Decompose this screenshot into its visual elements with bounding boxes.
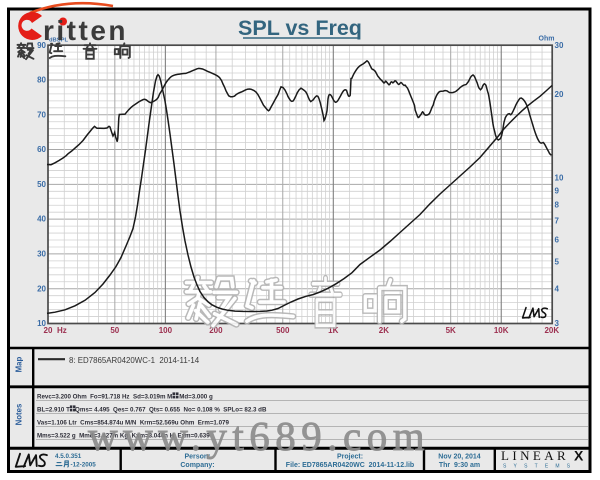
svg-text:1K: 1K — [328, 326, 338, 335]
svg-text:500: 500 — [276, 326, 290, 335]
svg-text:8: 8 — [555, 201, 560, 210]
svg-text:20: 20 — [44, 326, 53, 335]
svg-text:LINEAR: LINEAR — [501, 448, 569, 463]
svg-text:Revc=3.200 Ohm Fo=91.718 Hz: Revc=3.200 Ohm Fo=91.718 Hz Sd=3.019m M … — [37, 393, 213, 400]
svg-text:200: 200 — [209, 326, 223, 335]
svg-text:10K: 10K — [494, 326, 509, 335]
svg-text:File: ED7865AR0420WC 2014-11-: File: ED7865AR0420WC 2014-11-12.lib — [286, 462, 414, 469]
svg-text:50: 50 — [110, 326, 119, 335]
svg-text:4.5.0.351: 4.5.0.351 — [55, 453, 82, 460]
svg-text:Company:: Company: — [180, 462, 214, 469]
svg-text:3: 3 — [555, 319, 560, 328]
svg-text:X: X — [574, 448, 584, 464]
svg-text:60: 60 — [37, 145, 46, 154]
svg-text:30: 30 — [555, 41, 564, 50]
svg-text:10: 10 — [37, 319, 46, 328]
svg-text:Mms=3.522 g Mmd=3.427m Kg Kx: Mms=3.522 g Mmd=3.427m Kg Kxm=3.044n H E… — [37, 432, 210, 439]
svg-text:2K: 2K — [379, 326, 389, 335]
svg-text:dBSPL: dBSPL — [49, 38, 68, 44]
svg-text:Thr 9:30 am: Thr 9:30 am — [439, 462, 480, 469]
svg-text:Vas=1.106 Ltr Cms=854.874u M/: Vas=1.106 Ltr Cms=854.874u M/N Krm=52.56… — [37, 419, 229, 426]
svg-text:100: 100 — [159, 326, 173, 335]
svg-text:4: 4 — [555, 284, 560, 293]
svg-text:9: 9 — [555, 186, 560, 195]
svg-text:30: 30 — [37, 250, 46, 259]
svg-text:50: 50 — [37, 180, 46, 189]
svg-text:70: 70 — [37, 110, 46, 119]
svg-text:Project:: Project: — [337, 454, 363, 461]
svg-text:8: ED7865AR0420WC-1 2014-11-1: 8: ED7865AR0420WC-1 2014-11-14 — [69, 356, 200, 365]
svg-text:7: 7 — [555, 217, 560, 226]
svg-text:Person:: Person: — [184, 454, 210, 461]
svg-text:20K: 20K — [544, 326, 559, 335]
svg-text:Nov 20, 2014: Nov 20, 2014 — [438, 454, 481, 461]
svg-text:10: 10 — [555, 174, 564, 183]
svg-text:Ohm: Ohm — [539, 36, 555, 43]
svg-text:ritten: ritten — [43, 15, 128, 46]
svg-text:www.yt689.com: www.yt689.com — [88, 413, 430, 459]
svg-text:80: 80 — [37, 76, 46, 85]
svg-text:-12-2005: -12-2005 — [71, 462, 97, 469]
svg-text:6: 6 — [555, 235, 560, 244]
svg-text:40: 40 — [37, 215, 46, 224]
svg-text:20: 20 — [37, 284, 46, 293]
svg-text:Hz: Hz — [57, 326, 67, 335]
svg-text:SPL vs Freq: SPL vs Freq — [238, 16, 362, 40]
svg-text:5K: 5K — [446, 326, 456, 335]
svg-text:20: 20 — [555, 90, 564, 99]
svg-text:90: 90 — [37, 41, 46, 50]
svg-text:Notes: Notes — [15, 403, 24, 425]
svg-text:5: 5 — [555, 257, 560, 266]
svg-text:Map: Map — [15, 356, 24, 372]
svg-text:BL=2.910 T Qms= 4.495 Qes=: BL=2.910 T Qms= 4.495 Qes= 0.767 Qts= 0.… — [37, 406, 267, 413]
svg-text:SYSTEMS: SYSTEMS — [503, 464, 577, 470]
